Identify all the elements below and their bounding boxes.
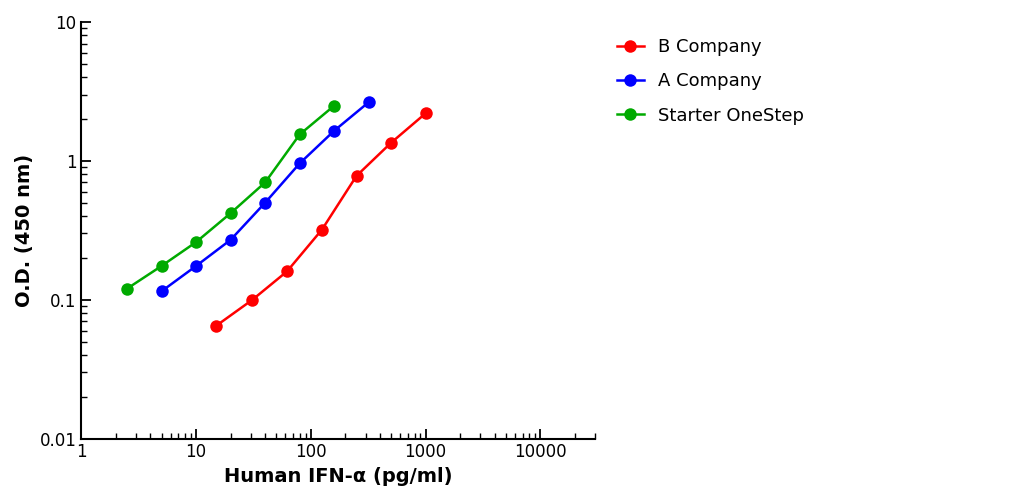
Starter OneStep bbox=[329, 103, 341, 109]
A Company bbox=[156, 288, 168, 294]
Starter OneStep bbox=[121, 286, 133, 292]
A Company bbox=[224, 237, 237, 243]
Starter OneStep bbox=[156, 263, 168, 269]
Line: Starter OneStep: Starter OneStep bbox=[120, 99, 341, 295]
A Company bbox=[259, 200, 271, 206]
A Company bbox=[190, 263, 202, 269]
B Company bbox=[420, 110, 432, 116]
B Company bbox=[281, 269, 293, 275]
Line: B Company: B Company bbox=[210, 107, 432, 332]
X-axis label: Human IFN-α (pg/ml): Human IFN-α (pg/ml) bbox=[224, 467, 453, 486]
A Company bbox=[363, 99, 375, 105]
Starter OneStep bbox=[224, 210, 237, 216]
B Company bbox=[210, 323, 222, 329]
Line: A Company: A Company bbox=[156, 96, 375, 298]
A Company bbox=[329, 128, 341, 134]
Starter OneStep bbox=[293, 131, 305, 137]
Y-axis label: O.D. (450 nm): O.D. (450 nm) bbox=[15, 154, 34, 307]
B Company bbox=[351, 173, 363, 179]
Legend: B Company, A Company, Starter OneStep: B Company, A Company, Starter OneStep bbox=[610, 31, 811, 132]
A Company bbox=[293, 160, 305, 166]
B Company bbox=[315, 226, 328, 232]
B Company bbox=[385, 140, 397, 146]
Starter OneStep bbox=[259, 179, 271, 185]
B Company bbox=[247, 297, 259, 303]
Starter OneStep bbox=[190, 239, 202, 245]
